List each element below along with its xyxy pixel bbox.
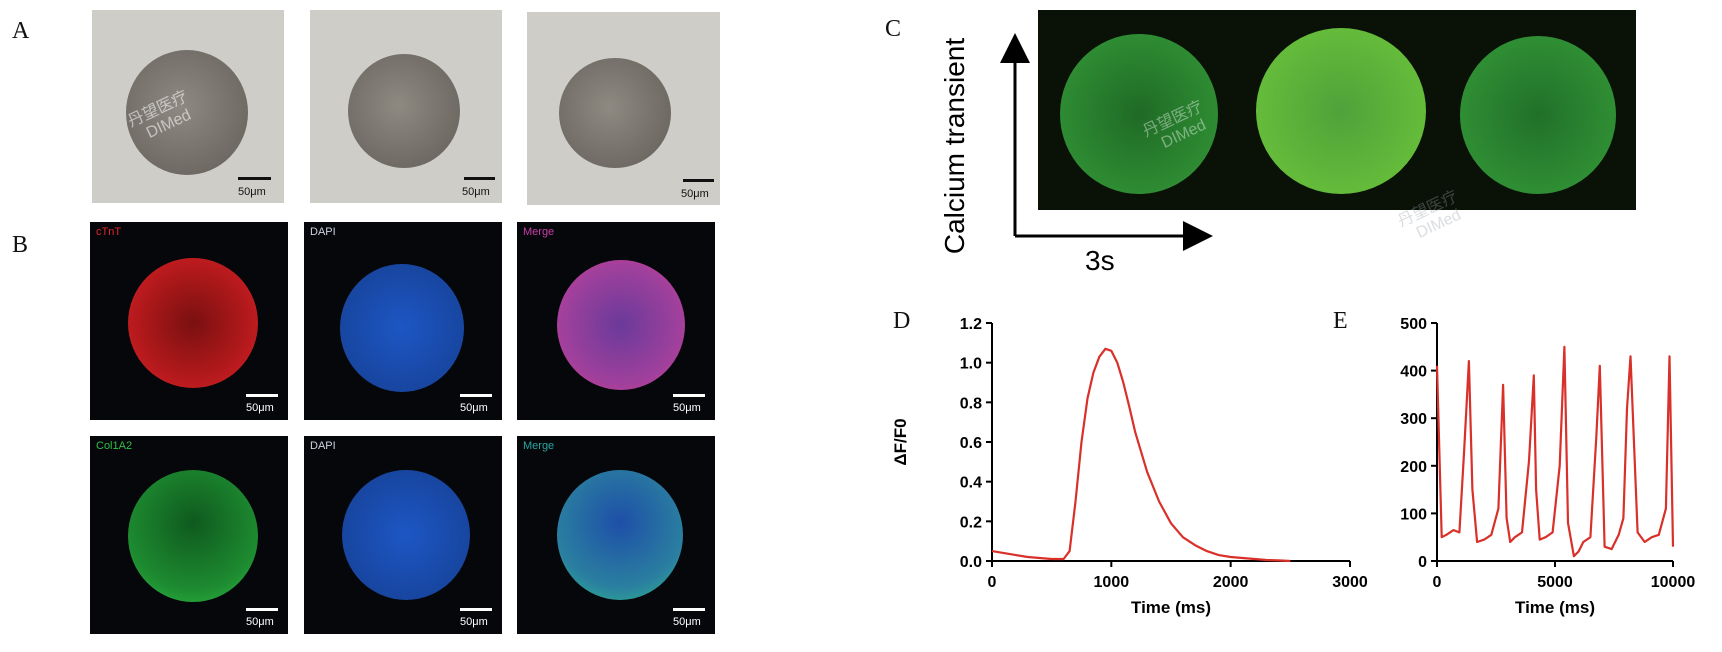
chart-d-y-tick-label: 0.2 — [960, 514, 982, 531]
channel-label: Merge — [523, 226, 555, 238]
channel-label: Col1A2 — [96, 440, 133, 452]
chart-d-x-tick-label: 2000 — [1213, 574, 1249, 591]
chart-d: 0.0 0.2 0.4 0.6 0.8 1.0 1.2 0 1000 2000 3000 Time (… — [891, 316, 1368, 617]
chart-e-y-tick-label: 300 — [1400, 411, 1427, 428]
panel-label-d: D — [893, 308, 911, 334]
chart-e-y-tick-label: 0 — [1418, 554, 1427, 571]
chart-e-y-tick-label: 100 — [1400, 506, 1427, 523]
chart-d-y-tick-label: 0.8 — [960, 395, 982, 412]
panel-label-c: C — [885, 16, 902, 42]
fluorescence-ctnt: cTnT 50μm — [90, 222, 288, 420]
scale-bar-label: 50μm — [460, 402, 488, 414]
scale-bar-label: 50μm — [246, 402, 274, 414]
chart-e-x-axis-label: Time (ms) — [1515, 598, 1595, 617]
fluorescence-merge-1: Merge 50μm — [517, 222, 715, 420]
calcium-axes — [1000, 33, 1213, 251]
fluorescence-col1a2: Col1A2 50μm — [90, 436, 288, 634]
chart-d-x-tick-label: 3000 — [1332, 574, 1368, 591]
chart-e-y-tick-label: 400 — [1400, 364, 1427, 381]
chart-d-y-tick-label: 0.0 — [960, 554, 982, 571]
calcium-imaging-strip — [1038, 10, 1636, 210]
scale-bar-label: 50μm — [681, 188, 709, 200]
panel-label-e: E — [1333, 308, 1348, 334]
channel-label: Merge — [523, 440, 555, 452]
scale-bar-label: 50μm — [673, 402, 701, 414]
chart-e-x-tick-label: 0 — [1433, 574, 1442, 591]
chart-d-x-axis-label: Time (ms) — [1131, 598, 1211, 617]
chart-d-y-axis-label: ΔF/F0 — [891, 418, 910, 465]
calcium-x-label: 3s — [1085, 245, 1115, 276]
chart-e-x-tick-label: 5000 — [1537, 574, 1573, 591]
panel-label-b: B — [12, 232, 29, 258]
channel-label: DAPI — [310, 440, 336, 452]
brightfield-image-1: 50μm — [92, 10, 284, 203]
chart-e-y-tick-label: 200 — [1400, 459, 1427, 476]
chart-d-x-tick-label: 1000 — [1094, 574, 1130, 591]
brightfield-image-2: 50μm — [310, 10, 502, 203]
chart-d-y-tick-label: 0.6 — [960, 435, 982, 452]
chart-d-x-tick-label: 0 — [988, 574, 997, 591]
channel-label: DAPI — [310, 226, 336, 238]
scale-bar-label: 50μm — [462, 186, 490, 198]
chart-e-y-tick-label: 500 — [1400, 316, 1427, 333]
chart-e-series-line — [1435, 345, 1675, 558]
fluorescence-dapi-1: DAPI 50μm — [304, 222, 502, 420]
scale-bar-label: 50μm — [238, 186, 266, 198]
chart-d-y-tick-label: 0.4 — [960, 475, 982, 492]
channel-label: cTnT — [96, 226, 122, 238]
chart-d-series-line — [991, 347, 1291, 563]
panel-label-a: A — [12, 18, 30, 44]
fluorescence-merge-2: Merge 50μm — [517, 436, 715, 634]
scale-bar-label: 50μm — [246, 616, 274, 628]
scale-bar-label: 50μm — [460, 616, 488, 628]
chart-d-y-tick-label: 1.2 — [960, 316, 982, 333]
fluorescence-dapi-2: DAPI 50μm — [304, 436, 502, 634]
chart-e-x-tick-label: 10000 — [1651, 574, 1696, 591]
chart-d-y-tick-label: 1.0 — [960, 356, 982, 373]
brightfield-image-3: 50μm — [527, 12, 720, 205]
calcium-y-label: Calcium transient — [939, 37, 970, 255]
scale-bar-label: 50μm — [673, 616, 701, 628]
